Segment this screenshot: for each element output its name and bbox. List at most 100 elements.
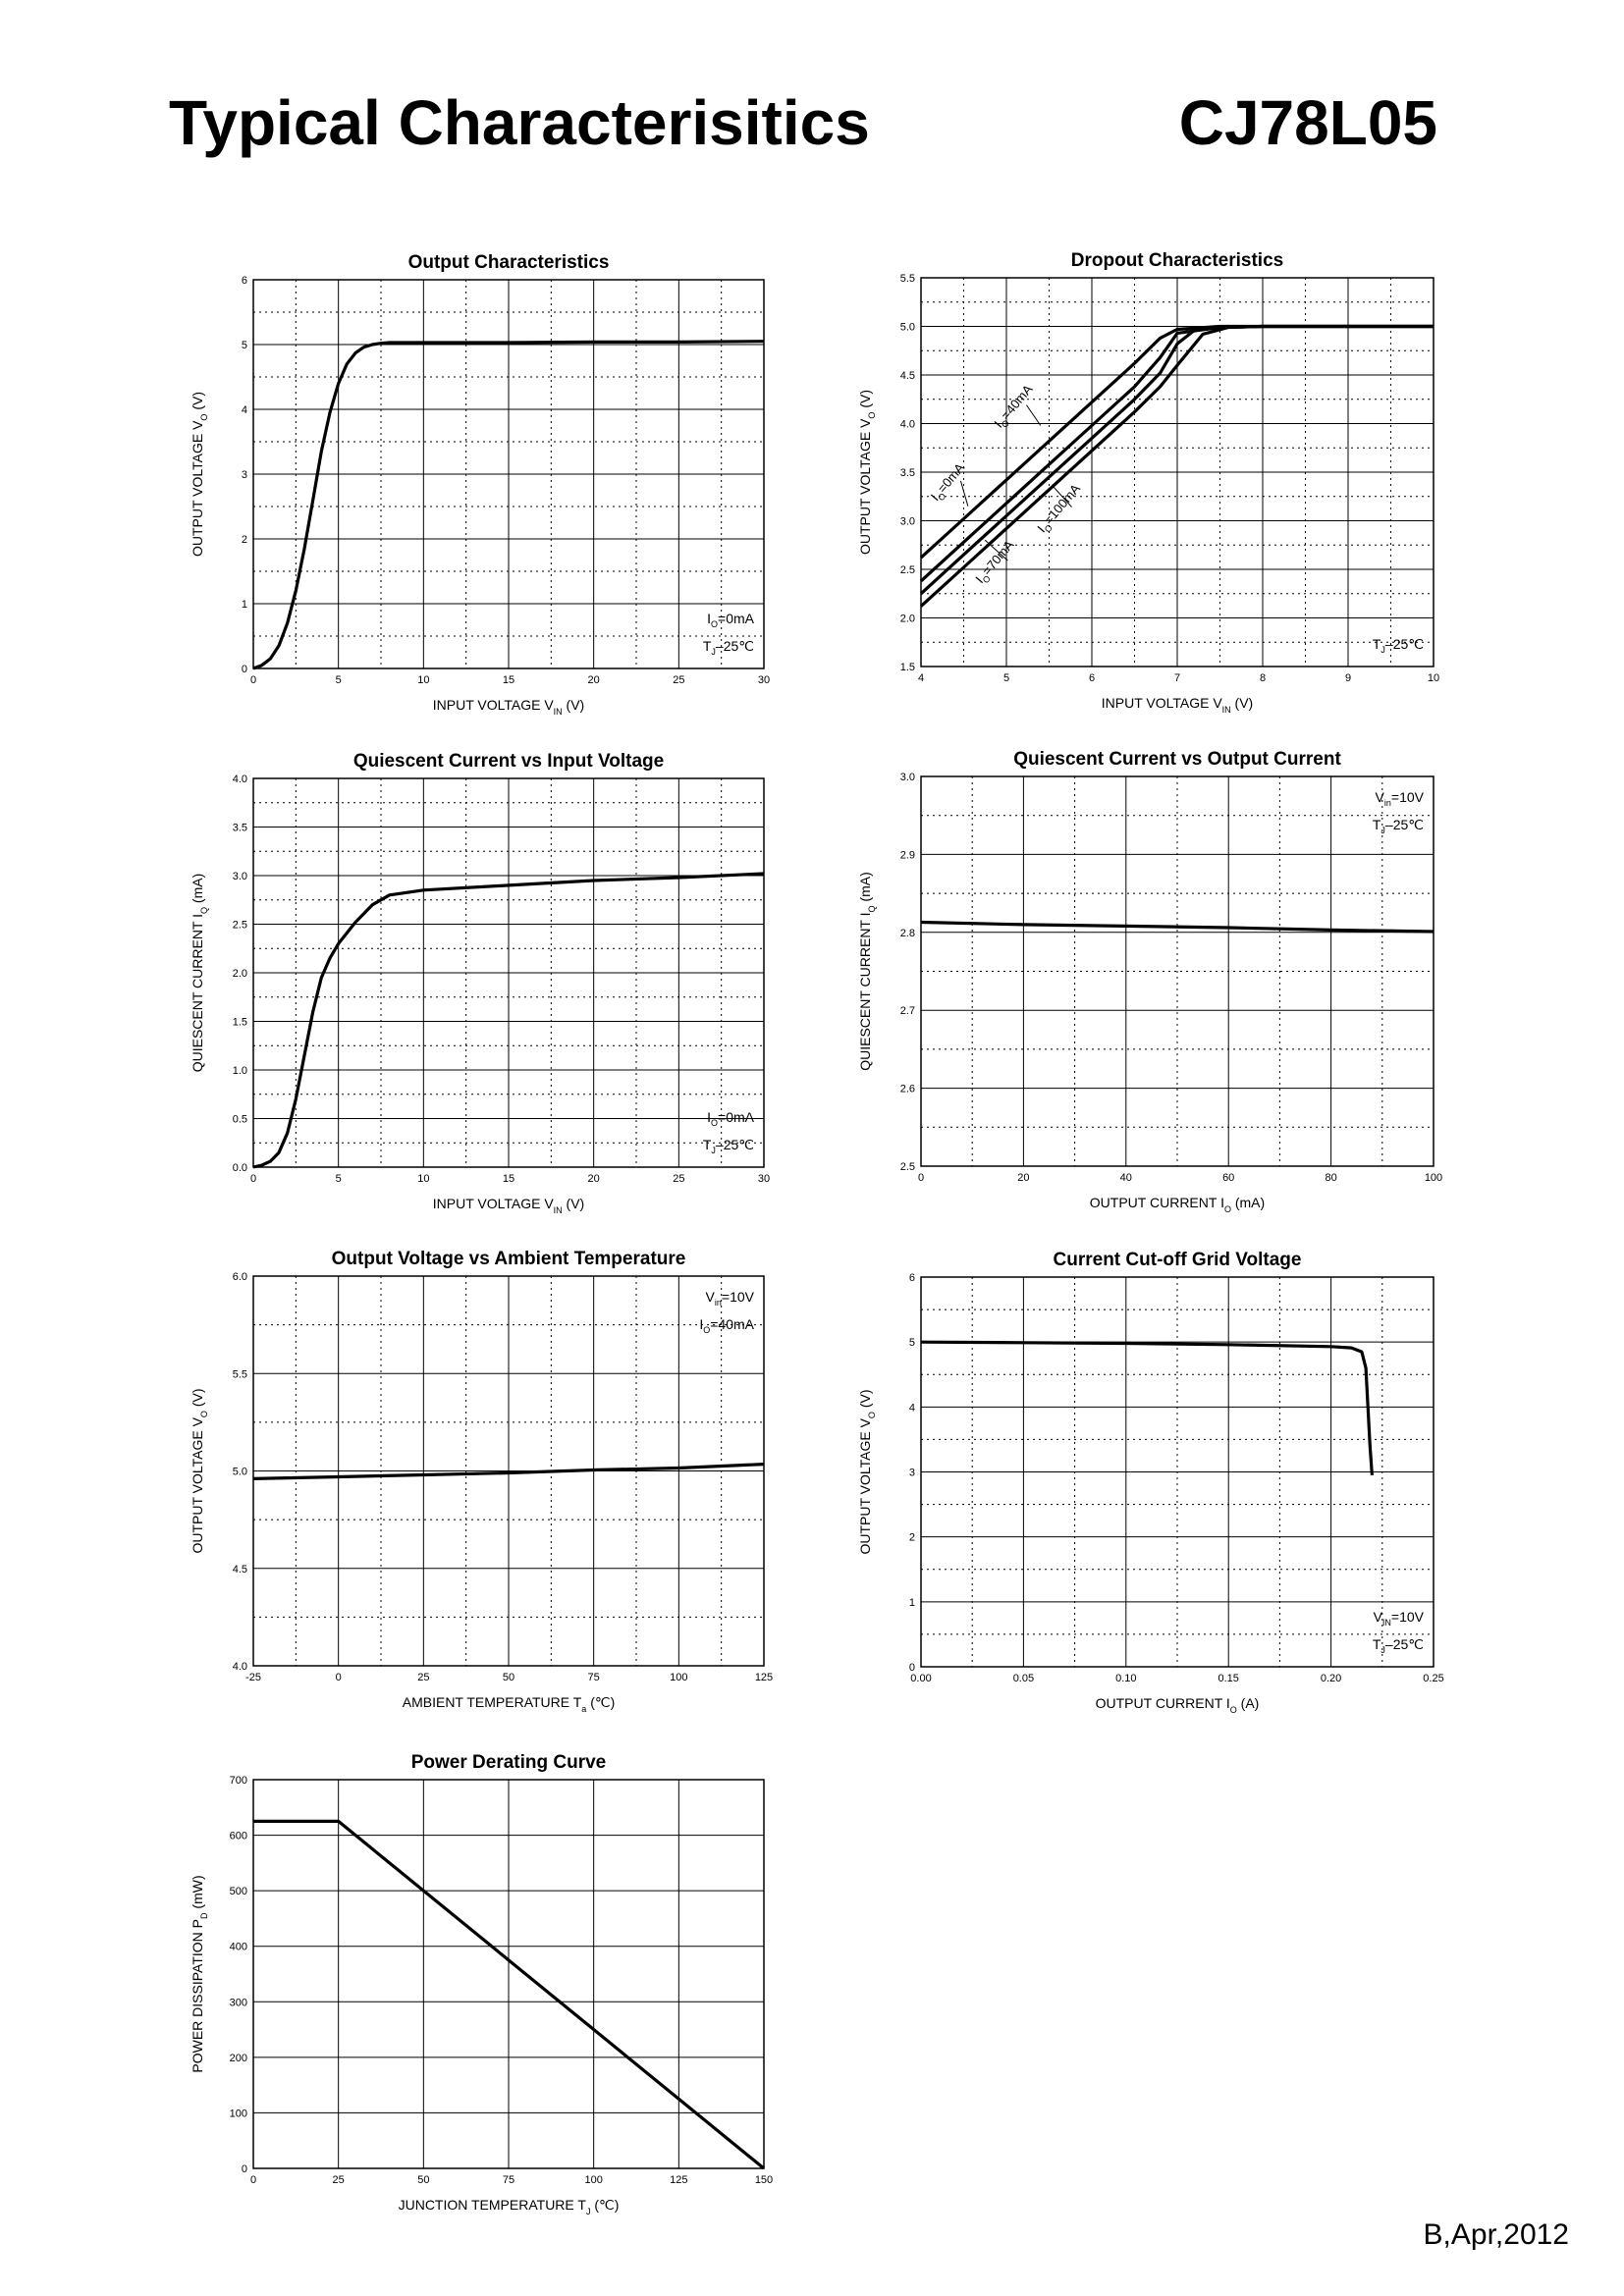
y-tick-label: 1 (242, 599, 247, 611)
series-line (252, 340, 765, 670)
y-tick-label: 600 (230, 1831, 247, 1842)
condition-annotation: VIN=10V (1374, 1609, 1425, 1628)
x-tick-label: 40 (1120, 1172, 1132, 1184)
x-tick-label: 30 (758, 1173, 770, 1185)
x-tick-label: 0.10 (1115, 1673, 1136, 1684)
y-tick-label: 6 (909, 1272, 915, 1284)
x-tick-label: 5 (1003, 672, 1009, 684)
x-axis-label: INPUT VOLTAGE VIN (V) (433, 1196, 584, 1215)
y-tick-label: 1 (909, 1597, 915, 1609)
condition-annotation: IO=0mA (707, 1109, 755, 1128)
series-label: IO=100mA (1034, 481, 1085, 537)
y-tick-label: 2 (242, 534, 247, 546)
x-axis-label: INPUT VOLTAGE VIN (V) (1102, 695, 1253, 715)
chart-title: Output Voltage vs Ambient Temperature (332, 1249, 686, 1269)
x-tick-label: 75 (588, 1672, 600, 1683)
y-tick-label: 1.5 (233, 1017, 247, 1029)
y-tick-label: 1.5 (900, 662, 915, 673)
y-tick-label: 2.5 (233, 920, 247, 932)
x-axis-label: JUNCTION TEMPERATURE TJ (℃) (399, 2197, 620, 2216)
y-tick-label: 3 (909, 1468, 915, 1479)
y-tick-label: 3.0 (233, 871, 247, 882)
y-tick-label: 3.5 (900, 467, 915, 479)
x-tick-label: 10 (417, 674, 429, 686)
y-axis-label: QUIESCENT CURRENT IQ (mA) (189, 874, 209, 1073)
x-tick-label: 20 (588, 1173, 600, 1185)
condition-annotation: TJ–25℃ (703, 638, 754, 657)
chart-title: Dropout Characteristics (1071, 250, 1283, 271)
y-tick-label: 4 (242, 404, 247, 416)
x-axis-label: OUTPUT CURRENT IO (A) (1096, 1695, 1260, 1715)
series-label-leader (1053, 486, 1072, 507)
chart-quiescent-vs-output: 0 20 40 60 80 100 2.5 2.6 2.7 2.8 2.9 3.0 Quiescent … (857, 749, 1442, 1214)
chart-current-cutoff: 0.00 0.05 0.10 0.15 0.20 0.25 0 1 2 3 4 5 6 Current C… (857, 1250, 1444, 1715)
x-tick-label: 5 (336, 1173, 342, 1185)
chart-quiescent-vs-input: 0 5 10 15 20 25 30 0.0 0.5 1.0 1.5 2.0 2.5 3.0 3.5 4.0 Q… (189, 751, 770, 1215)
series-label: IO=0mA (928, 460, 970, 506)
x-tick-label: 25 (673, 1173, 684, 1185)
condition-annotation: Vin=10V (706, 1289, 755, 1308)
x-tick-label: 10 (417, 1173, 429, 1185)
x-tick-label: 20 (588, 674, 600, 686)
series-line (252, 872, 765, 1169)
x-tick-label: 25 (417, 1672, 429, 1683)
x-tick-label: 0 (918, 1172, 924, 1184)
y-axis-label: POWER DISSIPATION PD (mW) (189, 1875, 209, 2072)
chart-output-characteristics: 0 5 10 15 20 25 30 0 1 2 3 4 5 6 Output Characteristic… (189, 252, 770, 717)
x-tick-label: 125 (755, 1672, 773, 1683)
y-tick-label: 0.5 (233, 1114, 247, 1126)
x-tick-label: 0.20 (1321, 1673, 1341, 1684)
x-tick-label: 0.05 (1013, 1673, 1034, 1684)
y-tick-label: 2.9 (900, 849, 915, 861)
chart-title: Quiescent Current vs Input Voltage (353, 751, 664, 772)
series-label-leader (959, 480, 969, 507)
x-tick-label: 10 (1428, 672, 1439, 684)
y-axis-label: OUTPUT VOLTAGE VO (V) (857, 1389, 877, 1554)
y-axis-label: OUTPUT VOLTAGE VO (V) (189, 1388, 209, 1553)
chart-power-derating: 0 25 50 75 100 125 150 0 100 200 300 400 500 600 700 Po… (189, 1752, 773, 2216)
x-tick-label: 9 (1345, 672, 1351, 684)
y-tick-label: 3.5 (233, 823, 247, 834)
x-axis-label: INPUT VOLTAGE VIN (V) (433, 697, 584, 717)
y-tick-label: 5.5 (233, 1368, 247, 1380)
plot-frame (920, 1276, 1435, 1668)
condition-annotation: TJ–25℃ (1373, 1636, 1424, 1655)
x-tick-label: 50 (417, 2174, 429, 2186)
x-tick-label: 60 (1222, 1172, 1234, 1184)
y-tick-label: 2.5 (900, 1161, 915, 1173)
y-tick-label: 5.5 (900, 273, 915, 285)
y-tick-label: 2.8 (900, 928, 915, 939)
y-tick-label: 2.7 (900, 1005, 915, 1017)
y-tick-label: 4.0 (900, 419, 915, 431)
series-line (920, 1340, 1374, 1475)
y-tick-label: 5 (909, 1337, 915, 1349)
y-tick-label: 300 (230, 1997, 247, 2008)
x-tick-label: 150 (755, 2174, 773, 2186)
x-tick-label: -25 (245, 1672, 261, 1683)
condition-annotation: TJ–25℃ (703, 1137, 754, 1155)
plot-frame (252, 279, 765, 669)
y-axis-label: OUTPUT VOLTAGE VO (V) (189, 392, 209, 557)
y-tick-label: 5.0 (233, 1467, 247, 1478)
y-tick-label: 4 (909, 1402, 915, 1414)
x-tick-label: 125 (670, 2174, 687, 2186)
x-tick-label: 20 (1017, 1172, 1029, 1184)
series-label: IO=40mA (991, 382, 1038, 433)
x-tick-label: 100 (670, 1672, 687, 1683)
x-tick-label: 50 (503, 1672, 514, 1683)
y-tick-label: 3.0 (900, 516, 915, 528)
series-line (253, 1819, 766, 2170)
x-tick-label: 0 (336, 1672, 342, 1683)
condition-annotation: Vin=10V (1376, 789, 1425, 808)
plot-frame (252, 777, 765, 1168)
condition-annotation: TJ–25℃ (1373, 636, 1424, 655)
x-tick-label: 0.25 (1423, 1673, 1443, 1684)
y-tick-label: 2.5 (900, 564, 915, 576)
y-tick-label: 2.6 (900, 1084, 915, 1095)
x-tick-label: 6 (1089, 672, 1095, 684)
y-tick-label: 3.0 (900, 772, 915, 783)
x-tick-label: 0 (250, 2174, 256, 2186)
x-tick-label: 7 (1174, 672, 1180, 684)
x-tick-label: 0 (250, 1173, 256, 1185)
